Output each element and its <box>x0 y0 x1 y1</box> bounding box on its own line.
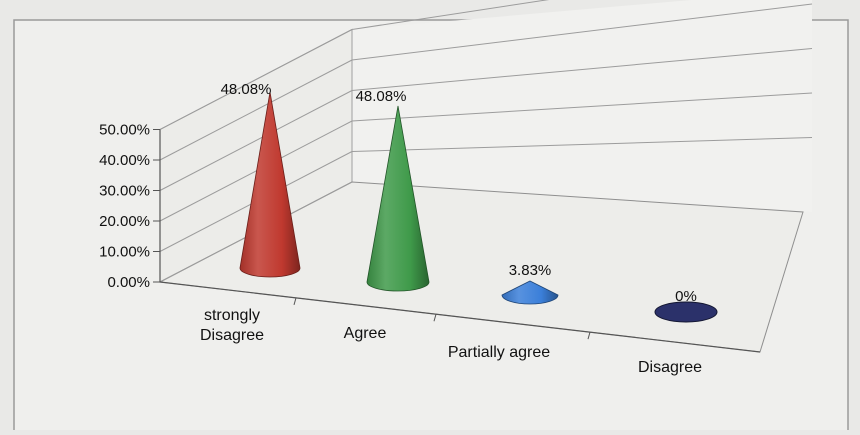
gridline-back <box>351 137 813 152</box>
cone-1 <box>239 91 301 278</box>
cone-marks <box>239 91 718 323</box>
x-category-label: Partially agree <box>448 344 550 361</box>
gridline-side <box>159 29 353 130</box>
cone-3 <box>501 280 559 305</box>
y-tick-label: 50.00% <box>99 122 150 139</box>
data-label: 3.83% <box>509 262 552 279</box>
x-tick-mark <box>433 314 437 322</box>
cone-body <box>366 105 430 292</box>
data-labels: 48.08% 48.08% 3.83% 0% <box>221 81 697 305</box>
cone-4 <box>654 301 718 323</box>
x-tick-mark <box>293 297 297 306</box>
y-tick-label: 30.00% <box>99 183 150 200</box>
x-axis-line <box>159 281 761 353</box>
x-category-label: Disagree <box>638 359 702 376</box>
cone-base <box>654 301 718 323</box>
data-label: 0% <box>675 288 697 305</box>
x-tick-mark <box>587 332 591 340</box>
data-label: 48.08% <box>356 88 407 105</box>
y-tick-label: 40.00% <box>99 152 150 169</box>
data-label: 48.08% <box>221 81 272 98</box>
x-axis: strongly Disagree Agree Partially agree Disa… <box>159 281 761 376</box>
gridline-side <box>159 120 353 222</box>
cone-body <box>239 91 301 278</box>
cone-body <box>501 280 559 305</box>
gridline-back <box>351 92 813 122</box>
back-wall <box>352 0 812 212</box>
gridline-back <box>351 0 550 30</box>
gridline-side <box>159 59 353 161</box>
chart-walls <box>158 0 812 353</box>
cone-2 <box>366 105 430 292</box>
gridline-back <box>351 48 813 91</box>
x-category-label: strongly Disagree <box>200 307 264 344</box>
gridlines <box>159 0 813 283</box>
gridline-back <box>351 3 813 61</box>
y-axis: 0.00% 10.00% 20.00% 30.00% 40.00% 50.00% <box>99 122 161 291</box>
y-tick-label: 0.00% <box>107 274 150 291</box>
gridline-side <box>159 90 353 191</box>
x-category-label: Agree <box>344 325 387 342</box>
y-tick-label: 10.00% <box>99 244 150 261</box>
y-tick-label: 20.00% <box>99 213 150 230</box>
